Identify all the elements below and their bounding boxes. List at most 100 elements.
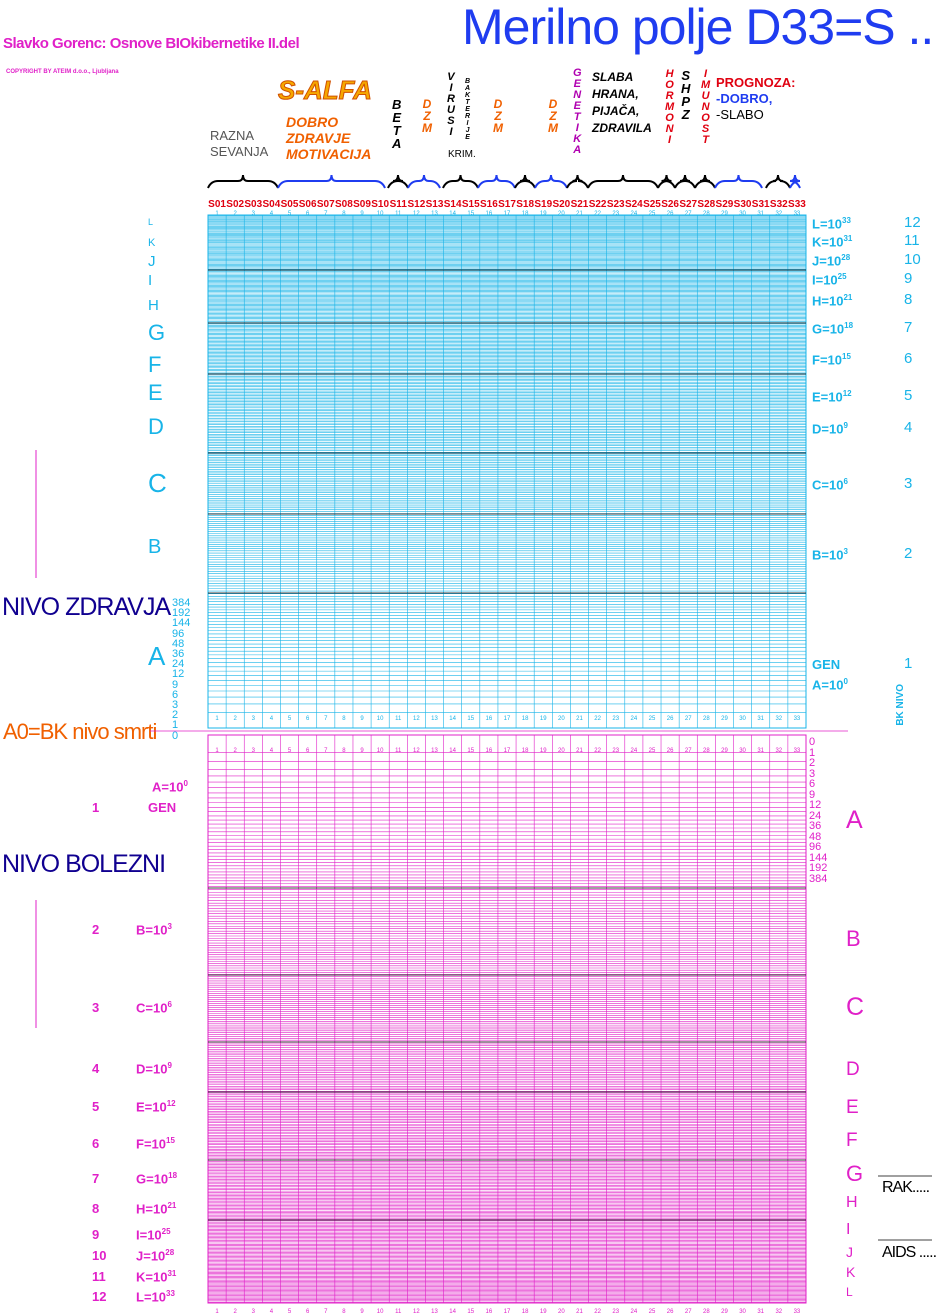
group-letter: E bbox=[465, 134, 470, 141]
column-number: 26 bbox=[667, 1309, 674, 1315]
disease-scale-value: 3 bbox=[809, 767, 816, 780]
column-number: 7 bbox=[324, 716, 328, 722]
column-number: 26 bbox=[667, 716, 674, 722]
column-number: 12 bbox=[413, 748, 420, 754]
group-brace bbox=[387, 174, 409, 189]
disease-level-value: D=109 bbox=[136, 1061, 172, 1077]
prognoza-title: PROGNOZA: bbox=[716, 75, 796, 90]
column-number: 31 bbox=[757, 716, 764, 722]
health-scale-value: 2 bbox=[172, 709, 179, 722]
column-label: S27 bbox=[679, 199, 697, 210]
health-letter: B bbox=[148, 536, 162, 558]
column-number: 3 bbox=[252, 748, 256, 754]
disease-level-value: K=1031 bbox=[136, 1269, 177, 1285]
column-number: 23 bbox=[612, 716, 619, 722]
disease-scale-value: 48 bbox=[809, 830, 822, 843]
dobro-line: DOBRO bbox=[286, 114, 339, 130]
disease-level-value: H=1021 bbox=[136, 1201, 177, 1217]
column-number: 26 bbox=[667, 748, 674, 754]
disease-level-label: NIVO BOLEZNI bbox=[2, 850, 166, 878]
health-letter: A bbox=[148, 641, 166, 671]
disease-level-number: 3 bbox=[92, 1000, 100, 1015]
column-number: 8 bbox=[342, 748, 346, 754]
column-number: 7 bbox=[324, 748, 328, 754]
level-exponent: 9 bbox=[843, 421, 848, 430]
column-number: 24 bbox=[631, 1309, 638, 1315]
column-number: 32 bbox=[775, 748, 782, 754]
column-number: 33 bbox=[794, 716, 801, 722]
health-scale-value: 9 bbox=[172, 678, 179, 691]
column-label: S18 bbox=[516, 199, 534, 210]
group-letter: D bbox=[493, 97, 503, 111]
column-number: 19 bbox=[540, 211, 547, 217]
column-label: S14 bbox=[444, 199, 462, 210]
column-number: 24 bbox=[631, 748, 638, 754]
column-label: S21 bbox=[571, 199, 589, 210]
column-number: 31 bbox=[757, 211, 764, 217]
column-number: 2 bbox=[234, 211, 238, 217]
column-number: 6 bbox=[306, 211, 310, 217]
group-dobro-zdravje: DOBRO ZDRAVJE MOTIVACIJA bbox=[286, 114, 371, 162]
health-letter: G bbox=[148, 320, 166, 345]
slaba-line: SLABA bbox=[592, 70, 634, 84]
group-letter: A bbox=[465, 85, 471, 92]
disease-level-value: E=1012 bbox=[136, 1099, 176, 1115]
health-scale-value: 96 bbox=[172, 627, 185, 640]
health-level-number: 9 bbox=[904, 270, 913, 287]
column-label: S30 bbox=[734, 199, 752, 210]
column-label: S13 bbox=[426, 199, 444, 210]
disease-level-number: 9 bbox=[92, 1227, 100, 1242]
health-level-value: L=1033 bbox=[812, 216, 851, 232]
health-level-value: A=100 bbox=[812, 677, 848, 693]
group-brace bbox=[714, 174, 763, 189]
column-number: 6 bbox=[306, 716, 310, 722]
column-number: 3 bbox=[252, 211, 256, 217]
column-number: 9 bbox=[360, 1309, 364, 1315]
column-label: S19 bbox=[534, 199, 552, 210]
group-letter: T bbox=[392, 123, 401, 138]
razna-line: SEVANJA bbox=[210, 144, 269, 159]
group-letter: N bbox=[573, 89, 582, 101]
column-number: 5 bbox=[288, 211, 292, 217]
column-number: 24 bbox=[631, 211, 638, 217]
column-label: S23 bbox=[607, 199, 625, 210]
column-label: S17 bbox=[498, 199, 516, 210]
column-number: 2 bbox=[234, 1309, 238, 1315]
group-letter: T bbox=[702, 134, 709, 146]
disease-letter: L bbox=[846, 1285, 853, 1299]
column-number: 19 bbox=[540, 1309, 547, 1315]
column-number: 30 bbox=[739, 716, 746, 722]
group-letter: S bbox=[447, 115, 455, 127]
group-letter: T bbox=[465, 99, 470, 106]
column-number: 17 bbox=[504, 748, 511, 754]
disease-scale-value: 0 bbox=[809, 736, 816, 748]
column-number: 1 bbox=[215, 716, 219, 722]
column-number: 18 bbox=[522, 211, 529, 217]
dobro-line: MOTIVACIJA bbox=[286, 146, 372, 162]
author-line: Slavko Gorenc: Osnove BIOkibernetike II.… bbox=[3, 35, 300, 52]
column-number: 33 bbox=[794, 211, 801, 217]
column-number: 8 bbox=[342, 716, 346, 722]
group-letter: Z bbox=[681, 107, 690, 122]
column-number: 8 bbox=[342, 1309, 346, 1315]
group-letter: E bbox=[573, 78, 581, 90]
disease-letter: H bbox=[846, 1194, 858, 1211]
health-level-value: C=106 bbox=[812, 477, 848, 493]
column-number: 16 bbox=[486, 716, 493, 722]
column-number: 22 bbox=[594, 748, 601, 754]
group-letter: P bbox=[681, 94, 691, 109]
health-letter: K bbox=[148, 237, 156, 249]
group-letter: B bbox=[465, 78, 471, 85]
column-number: 21 bbox=[576, 716, 583, 722]
group-letter: J bbox=[465, 127, 470, 134]
disease-scale-value: 2 bbox=[809, 757, 816, 769]
column-number: 4 bbox=[270, 748, 274, 754]
health-scale-value: 6 bbox=[172, 688, 179, 701]
column-number: 4 bbox=[270, 211, 274, 217]
dobro-line: ZDRAVJE bbox=[286, 130, 351, 146]
column-number: 18 bbox=[522, 1309, 529, 1315]
disease-scale-value: 192 bbox=[809, 862, 828, 874]
